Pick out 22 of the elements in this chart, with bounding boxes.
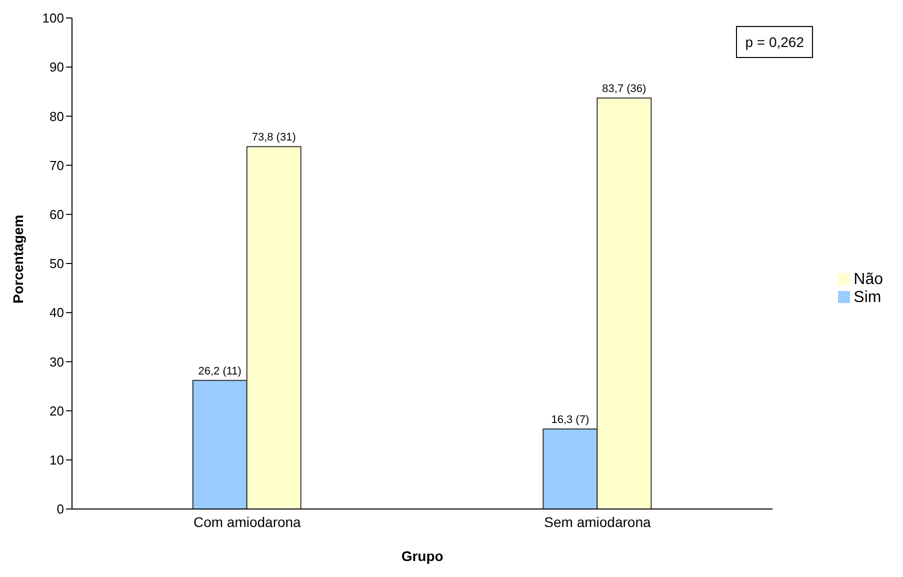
y-tick-label: 100: [42, 10, 64, 26]
y-tick-label: 50: [50, 256, 64, 272]
data-label: 73,8 (31): [252, 132, 296, 144]
legend-label: Não: [854, 270, 883, 288]
y-tick-label: 40: [50, 305, 64, 320]
y-tick-label: 90: [50, 60, 64, 75]
x-tick-label: Com amiodarona: [193, 514, 302, 530]
y-tick-label: 70: [50, 158, 64, 173]
y-tick-label: 30: [50, 354, 64, 370]
legend-label: Sim: [854, 288, 882, 306]
x-tick-label: Sem amiodarona: [544, 514, 651, 530]
y-tick-label: 80: [50, 108, 64, 124]
annotation: p = 0,262: [736, 26, 813, 58]
data-label: 16,3 (7): [551, 414, 590, 426]
y-tick-label: 60: [50, 207, 64, 222]
y-tick-label: 20: [50, 403, 64, 418]
y-axis-title: Porcentagem: [10, 214, 26, 304]
data-label: 83,7 (36): [602, 83, 646, 96]
y-tick-label: 0: [56, 502, 64, 517]
data-label: 26,2 (11): [198, 365, 242, 378]
x-axis-title: Grupo: [401, 548, 444, 564]
y-tick-label: 10: [50, 452, 64, 468]
